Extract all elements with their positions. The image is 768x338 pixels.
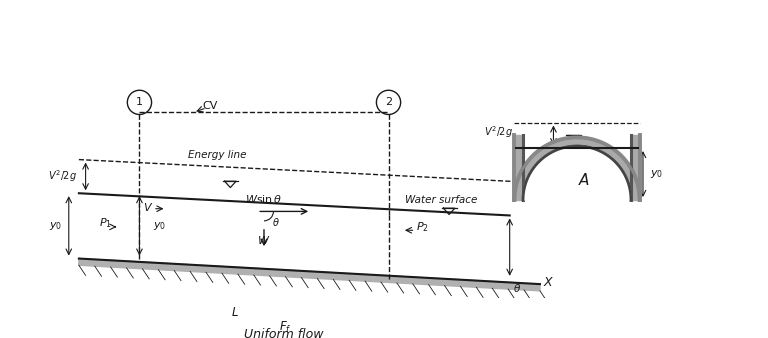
- Text: $y_0$: $y_0$: [650, 168, 663, 180]
- Text: 2: 2: [385, 97, 392, 107]
- Text: $F_f$: $F_f$: [280, 320, 292, 335]
- Text: $X$: $X$: [543, 276, 554, 289]
- Polygon shape: [79, 259, 540, 291]
- Polygon shape: [515, 135, 523, 200]
- Text: $y_0$: $y_0$: [49, 220, 62, 232]
- Polygon shape: [523, 146, 631, 200]
- Text: $A$: $A$: [578, 172, 590, 188]
- Polygon shape: [515, 137, 640, 200]
- Text: CV: CV: [203, 101, 218, 111]
- Text: $W$: $W$: [257, 234, 270, 246]
- Text: $P_1$: $P_1$: [99, 217, 112, 231]
- Text: Uniform flow: Uniform flow: [244, 328, 324, 338]
- Text: $V^2/2g$: $V^2/2g$: [484, 124, 513, 140]
- Text: Energy line: Energy line: [187, 150, 246, 160]
- Text: 1: 1: [136, 97, 143, 107]
- Text: Cross-section: Cross-section: [538, 231, 617, 243]
- Text: $V^2/2g$: $V^2/2g$: [48, 169, 77, 184]
- Text: Water surface: Water surface: [406, 195, 478, 205]
- Text: $V$: $V$: [143, 201, 154, 213]
- Text: $y_0$: $y_0$: [153, 220, 166, 232]
- Text: $\theta$: $\theta$: [513, 282, 521, 294]
- Text: $y_0$: $y_0$: [520, 241, 533, 253]
- Text: $L$: $L$: [231, 306, 239, 319]
- Text: $\theta$: $\theta$: [272, 216, 280, 227]
- Text: $W\sin\theta$: $W\sin\theta$: [245, 193, 283, 205]
- Text: $P_2$: $P_2$: [415, 220, 429, 234]
- Polygon shape: [631, 135, 640, 200]
